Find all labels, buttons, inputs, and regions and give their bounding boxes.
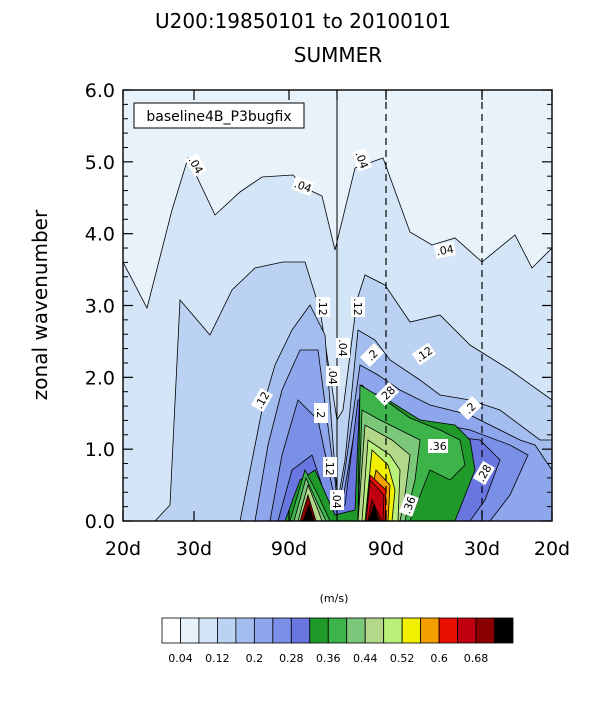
- contour-label-bg: [351, 297, 365, 317]
- contour-label: .12: [316, 297, 330, 317]
- x-tick-label: 30d: [464, 538, 500, 560]
- contour-label: .12: [323, 457, 337, 477]
- y-tick-label: 2.0: [85, 367, 115, 389]
- x-tick-label: 20d: [534, 538, 570, 560]
- units-label: (m/s): [320, 592, 349, 605]
- colorbar-swatch: [346, 617, 366, 644]
- contour-label: .36: [399, 493, 419, 517]
- contour-label-bg: [316, 297, 330, 317]
- contour-label-text: .12: [351, 298, 364, 316]
- contour-label-text: .04: [435, 243, 454, 259]
- colorbar-swatch: [327, 617, 348, 644]
- contour-label: .2: [314, 403, 328, 423]
- contour-label-text: .12: [316, 298, 329, 316]
- contour-labels: .04.04.04.04.12.12.12.12.2.2.2.04.04.12.…: [184, 148, 496, 517]
- colorbar-swatch: [290, 617, 311, 644]
- contour-label: .2: [359, 342, 385, 368]
- colorbar-swatch: [180, 617, 200, 644]
- contour-label-text: .36: [400, 495, 418, 516]
- colorbar-swatch: [235, 617, 255, 644]
- contour-label-text: .04: [292, 177, 313, 195]
- contour-label: .04: [330, 490, 344, 510]
- contour-field: [122, 89, 553, 522]
- colorbar-swatch: [457, 617, 477, 644]
- contour-label-bg: [336, 338, 350, 358]
- contour-label-bg: [323, 457, 337, 477]
- colorbar-swatch: [161, 617, 181, 644]
- y-tick-label: 3.0: [85, 296, 115, 318]
- contour-label-bg: [472, 460, 496, 486]
- contour-label: .36: [428, 439, 448, 453]
- colorbar-swatch: [438, 617, 458, 644]
- contour-label-bg: [359, 342, 385, 368]
- colorbar-swatch: [364, 617, 385, 644]
- colorbar-label: 0.68: [464, 652, 489, 665]
- contour-label-bg: [399, 493, 419, 517]
- contour-label-bg: [411, 342, 437, 366]
- contour-label-bg: [326, 366, 340, 386]
- contour-label-bg: [314, 403, 328, 423]
- x-tick-label: 30d: [176, 538, 212, 560]
- colorbar-swatch: [401, 617, 422, 644]
- colorbar-swatch: [198, 617, 218, 644]
- y-tick-label: 6.0: [85, 80, 115, 102]
- colorbar-swatch: [217, 617, 237, 644]
- contour-label: .04: [291, 176, 315, 196]
- contour-label: .2: [457, 395, 483, 421]
- contour-label-bg: [250, 387, 274, 413]
- chart-title: U200:19850101 to 20100101: [155, 9, 451, 33]
- y-tick-label: 5.0: [85, 152, 115, 174]
- colorbar-swatch: [420, 617, 440, 644]
- case-label: baseline4B_P3bugfix: [146, 109, 291, 125]
- chart-subtitle: SUMMER: [294, 43, 382, 67]
- contour-label: .04: [352, 148, 372, 172]
- colorbar: 0.04 0.12 0.2 0.28 0.36 0.44 0.52 0.6 0.68: [161, 617, 514, 665]
- colorbar-swatch: [309, 617, 329, 644]
- contour-label-bg: [184, 152, 208, 178]
- colorbar-swatch: [253, 617, 274, 644]
- colorbar-label: 0.36: [316, 652, 341, 665]
- contour-label-text: .12: [323, 458, 336, 476]
- contour-label: .04: [326, 366, 340, 386]
- contour-label-text: .2: [314, 408, 327, 419]
- colorbar-label: 0.12: [205, 652, 230, 665]
- contour-label-bg: [428, 439, 448, 453]
- colorbar-swatch: [272, 617, 292, 644]
- contour-label-bg: [457, 395, 483, 421]
- contour-label: .04: [433, 241, 457, 259]
- contour-label-text: .04: [330, 491, 343, 509]
- case-label-box: [133, 102, 305, 129]
- colorbar-swatch: [494, 617, 514, 644]
- contour-label-bg: [433, 241, 457, 259]
- contour-label-text: .04: [336, 339, 349, 357]
- x-tick-label: 90d: [368, 538, 404, 560]
- contour-label-text: .36: [429, 440, 447, 453]
- contour-label-bg: [330, 490, 344, 510]
- x-tick-label: 90d: [271, 538, 307, 560]
- contour-label: .04: [336, 338, 350, 358]
- colorbar-label: 0.2: [246, 652, 264, 665]
- y-tick-label: 1.0: [85, 439, 115, 461]
- colorbar-swatch: [383, 617, 403, 644]
- contour-label-bg: [374, 381, 400, 407]
- y-tick-label: 4.0: [85, 224, 115, 246]
- y-tick-label: 0.0: [85, 511, 115, 533]
- contour-label-text: .04: [326, 367, 339, 385]
- colorbar-swatch: [475, 617, 495, 644]
- colorbar-label: 0.6: [430, 652, 448, 665]
- contour-label-text: .04: [352, 150, 370, 171]
- contour-label-bg: [352, 148, 372, 172]
- contour-label-bg: [291, 176, 315, 196]
- colorbar-label: 0.44: [353, 652, 378, 665]
- colorbar-label: 0.52: [390, 652, 415, 665]
- contour-label: .12: [351, 297, 365, 317]
- y-axis-label: zonal wavenumber: [28, 209, 52, 400]
- plot-axes: 0.0 1.0 2.0 3.0 4.0 5.0 6.0 20d 30d 90d 90d 30d 20d: [85, 80, 570, 560]
- colorbar-label: 0.04: [168, 652, 193, 665]
- colorbar-label: 0.28: [279, 652, 304, 665]
- x-tick-label: 20d: [105, 538, 141, 560]
